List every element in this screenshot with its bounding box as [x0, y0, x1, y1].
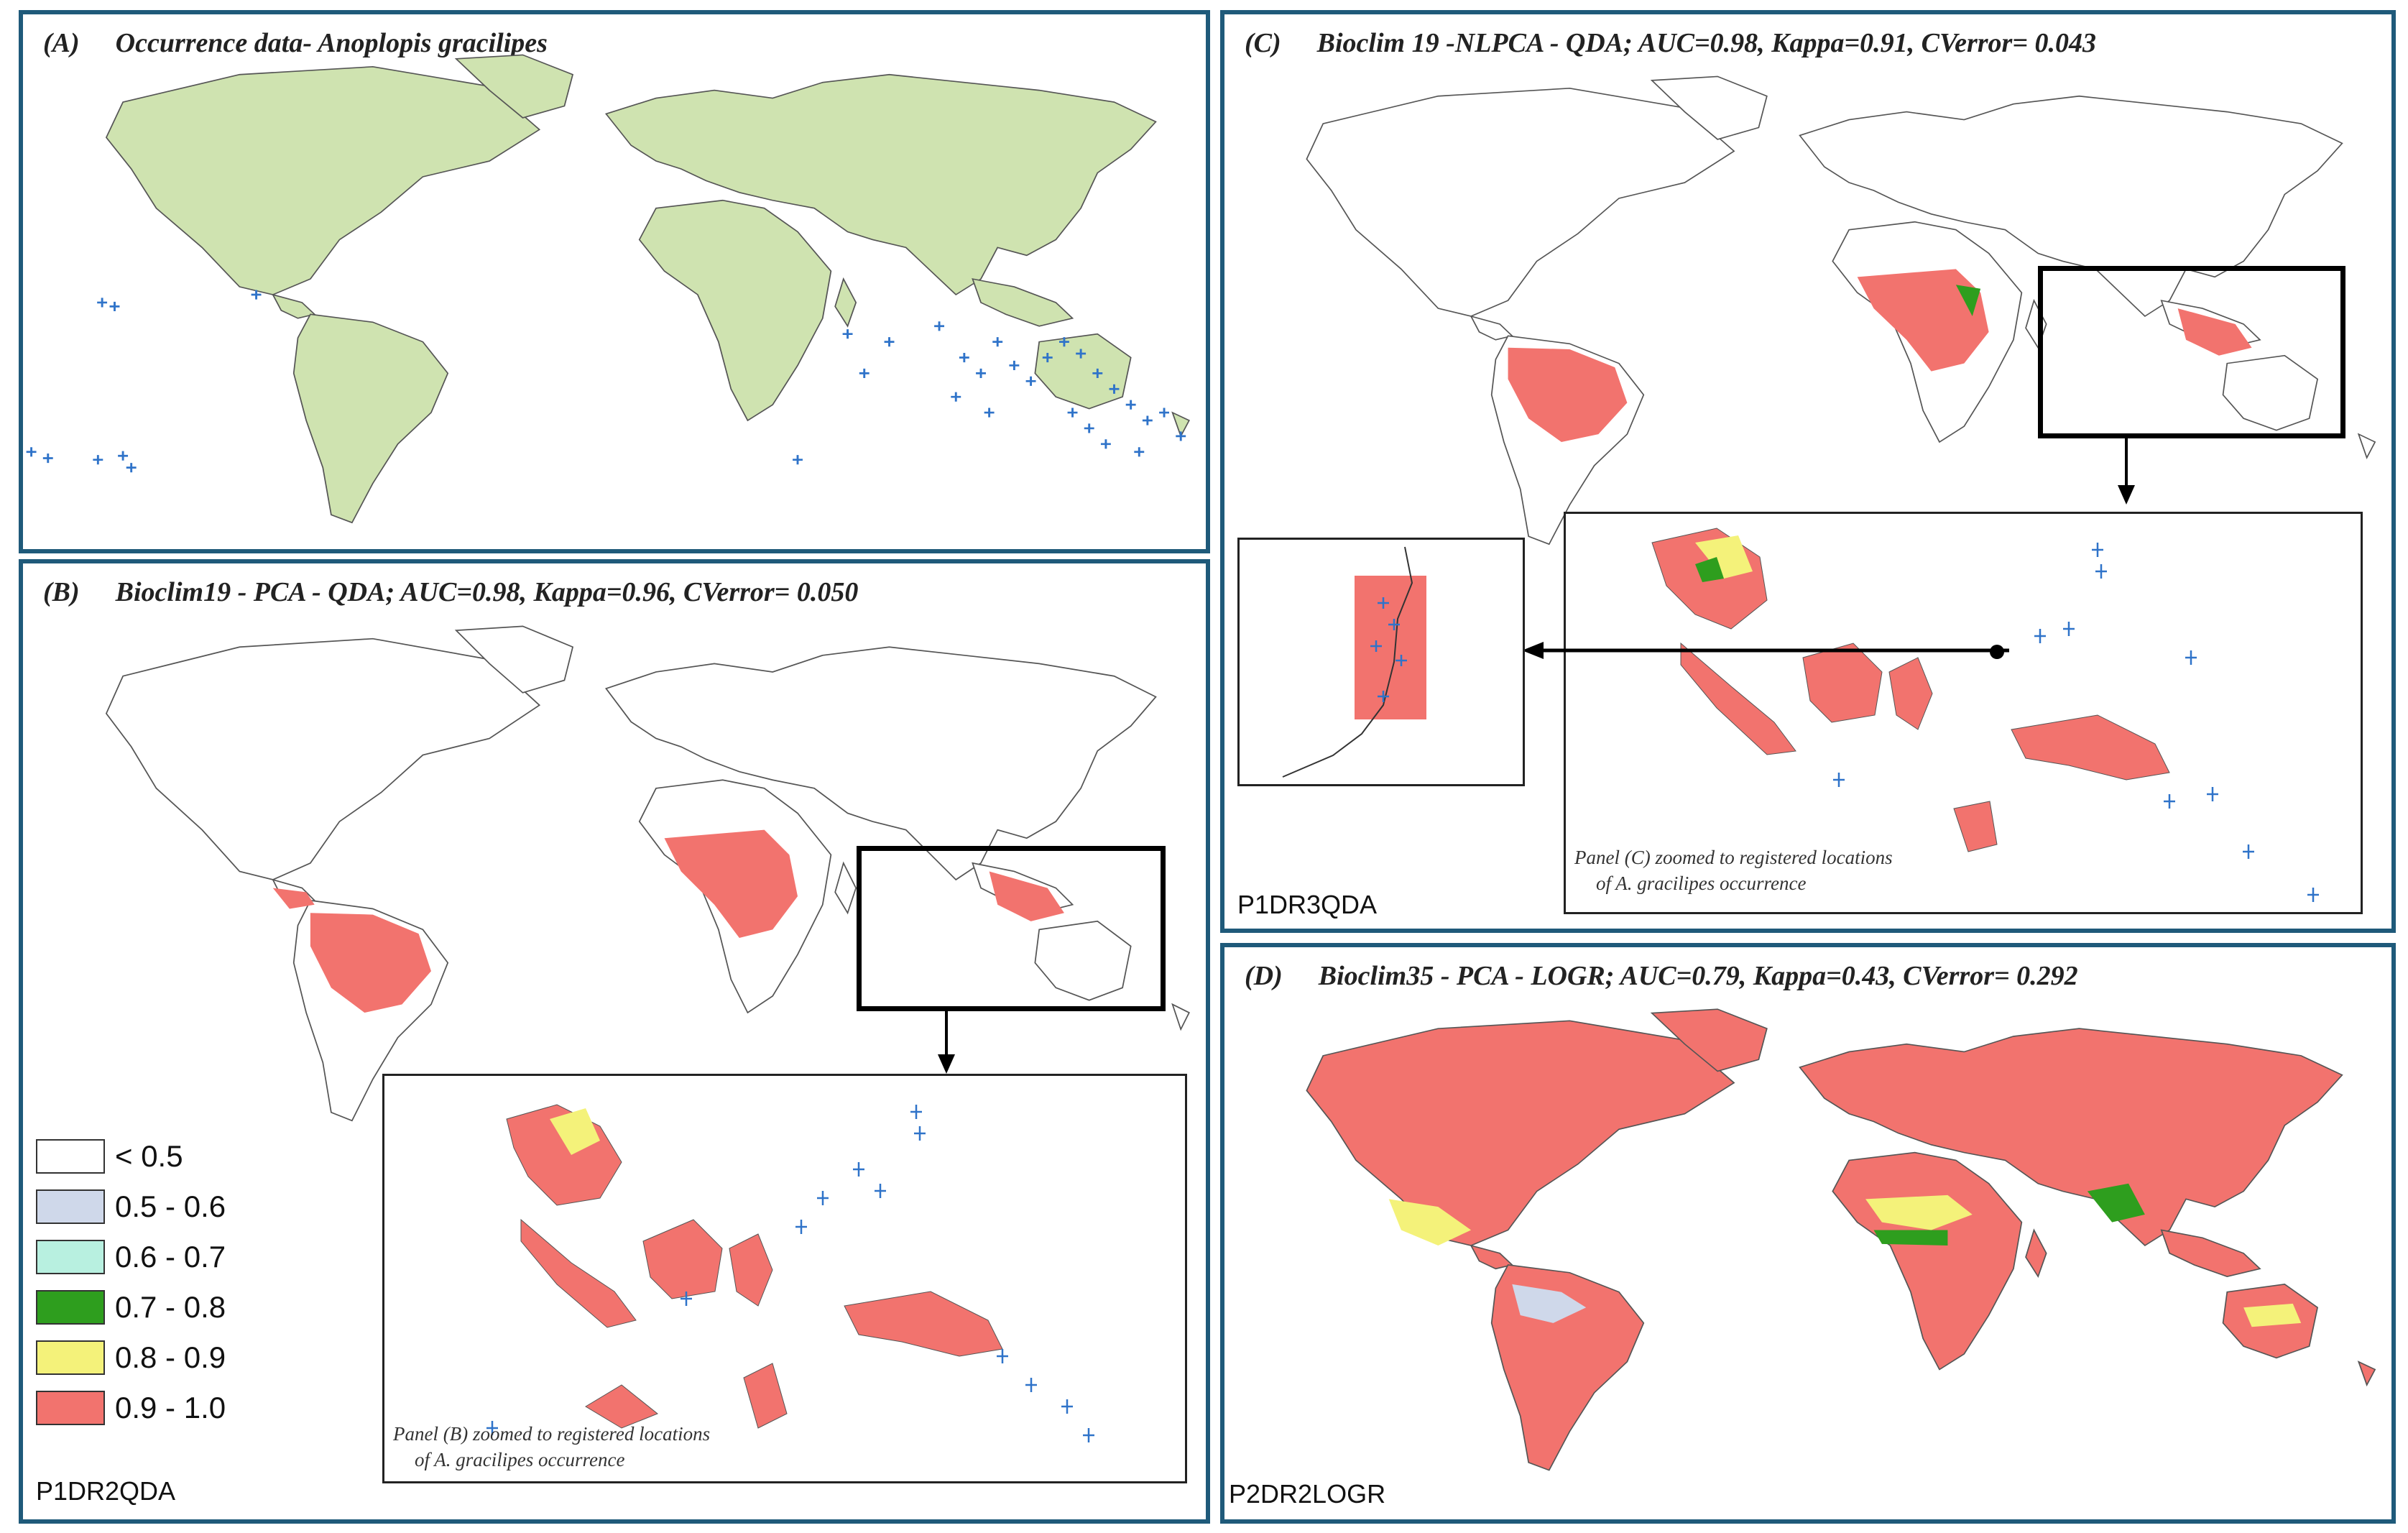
- arrow-down-icon: [938, 1008, 955, 1074]
- world-map-suitability-c: [1306, 75, 2376, 545]
- inset-caption-b-line1: Panel (B) zoomed to registered locations: [393, 1423, 711, 1445]
- inset-caption-c-line1: Panel (C) zoomed to registered locations: [1574, 847, 1893, 868]
- panel-a-title-text: Occurrence data- Anoplopis gracilipes: [115, 28, 548, 58]
- panel-c: (C) Bioclim 19 -NLPCA - QDA; AUC=0.98, Ka…: [1220, 10, 2396, 933]
- panel-d-label: (D): [1245, 961, 1283, 991]
- detail-map-c: [1282, 546, 1426, 778]
- legend: < 0.5 0.5 - 0.6 0.6 - 0.7 0.7 - 0.8 0.8 …: [36, 1131, 226, 1433]
- inset-caption-c: Panel (C) zoomed to registered locations…: [1574, 844, 1893, 897]
- legend-label: 0.9 - 1.0: [115, 1391, 226, 1424]
- panel-b-title: (B) Bioclim19 - PCA - QDA; AUC=0.98, Kapp…: [43, 576, 858, 608]
- inset-caption-c-line2: of A. gracilipes occurrence: [1596, 873, 1807, 895]
- inset-map-b: [486, 1104, 1094, 1442]
- legend-swatch: [36, 1290, 105, 1325]
- arrow-down-icon: [2118, 435, 2135, 505]
- panel-b-label: (B): [43, 577, 80, 607]
- panel-d: (D) Bioclim35 - PCA - LOGR; AUC=0.79, Kap…: [1220, 943, 2396, 1524]
- inset-map-c: [1651, 528, 2319, 902]
- panel-c-model-code: P1DR3QDA: [1237, 890, 1378, 919]
- legend-item: 0.8 - 0.9: [36, 1332, 226, 1383]
- world-map-suitability-d: [1306, 1008, 2376, 1471]
- legend-item: 0.6 - 0.7: [36, 1232, 226, 1282]
- legend-swatch: [36, 1240, 105, 1274]
- legend-label: 0.7 - 0.8: [115, 1290, 226, 1324]
- detail-inset-c: [1237, 538, 1525, 786]
- zoom-region-box: [2038, 266, 2345, 438]
- inset-caption-b-line2: of A. gracilipes occurrence: [415, 1449, 625, 1471]
- panel-c-title-text: Bioclim 19 -NLPCA - QDA; AUC=0.98, Kappa…: [1316, 28, 2096, 58]
- panel-b-title-text: Bioclim19 - PCA - QDA; AUC=0.98, Kappa=0…: [115, 577, 859, 607]
- zoom-region-box: [857, 846, 1166, 1011]
- arrow-left-icon: [1522, 642, 2009, 659]
- occurrence-markers: [25, 288, 1187, 474]
- panel-b: (B) Bioclim19 - PCA - QDA; AUC=0.98, Kapp…: [19, 559, 1210, 1524]
- inset-caption-b: Panel (B) zoomed to registered locations…: [393, 1421, 710, 1473]
- legend-swatch: [36, 1340, 105, 1375]
- legend-item: 0.7 - 0.8: [36, 1282, 226, 1332]
- world-map-suitability-b: [106, 625, 1190, 1122]
- panel-a-label: (A): [43, 28, 80, 58]
- panel-c-label: (C): [1245, 28, 1281, 58]
- legend-item: < 0.5: [36, 1131, 226, 1182]
- panel-d-title: (D) Bioclim35 - PCA - LOGR; AUC=0.79, Kap…: [1245, 960, 2078, 992]
- zoom-inset-b: Panel (B) zoomed to registered locations…: [382, 1074, 1187, 1483]
- zoom-inset-c: Panel (C) zoomed to registered locations…: [1564, 512, 2363, 914]
- panel-a: (A) Occurrence data- Anoplopis gracilipes: [19, 10, 1210, 553]
- legend-swatch: [36, 1139, 105, 1174]
- legend-label: 0.6 - 0.7: [115, 1240, 226, 1274]
- legend-label: 0.5 - 0.6: [115, 1189, 226, 1223]
- legend-swatch: [36, 1189, 105, 1224]
- legend-label: < 0.5: [115, 1139, 183, 1173]
- panel-d-title-text: Bioclim35 - PCA - LOGR; AUC=0.79, Kappa=…: [1318, 961, 2078, 991]
- legend-item: 0.5 - 0.6: [36, 1182, 226, 1232]
- panel-a-title: (A) Occurrence data- Anoplopis gracilipes: [43, 27, 548, 59]
- panel-d-model-code: P2DR2LOGR: [1229, 1479, 1386, 1509]
- panel-c-title: (C) Bioclim 19 -NLPCA - QDA; AUC=0.98, Ka…: [1245, 27, 2096, 59]
- world-map-occurrence: [25, 54, 1190, 524]
- panel-b-model-code: P1DR2QDA: [36, 1476, 176, 1506]
- legend-swatch: [36, 1391, 105, 1425]
- legend-label: 0.8 - 0.9: [115, 1340, 226, 1374]
- legend-item: 0.9 - 1.0: [36, 1383, 226, 1433]
